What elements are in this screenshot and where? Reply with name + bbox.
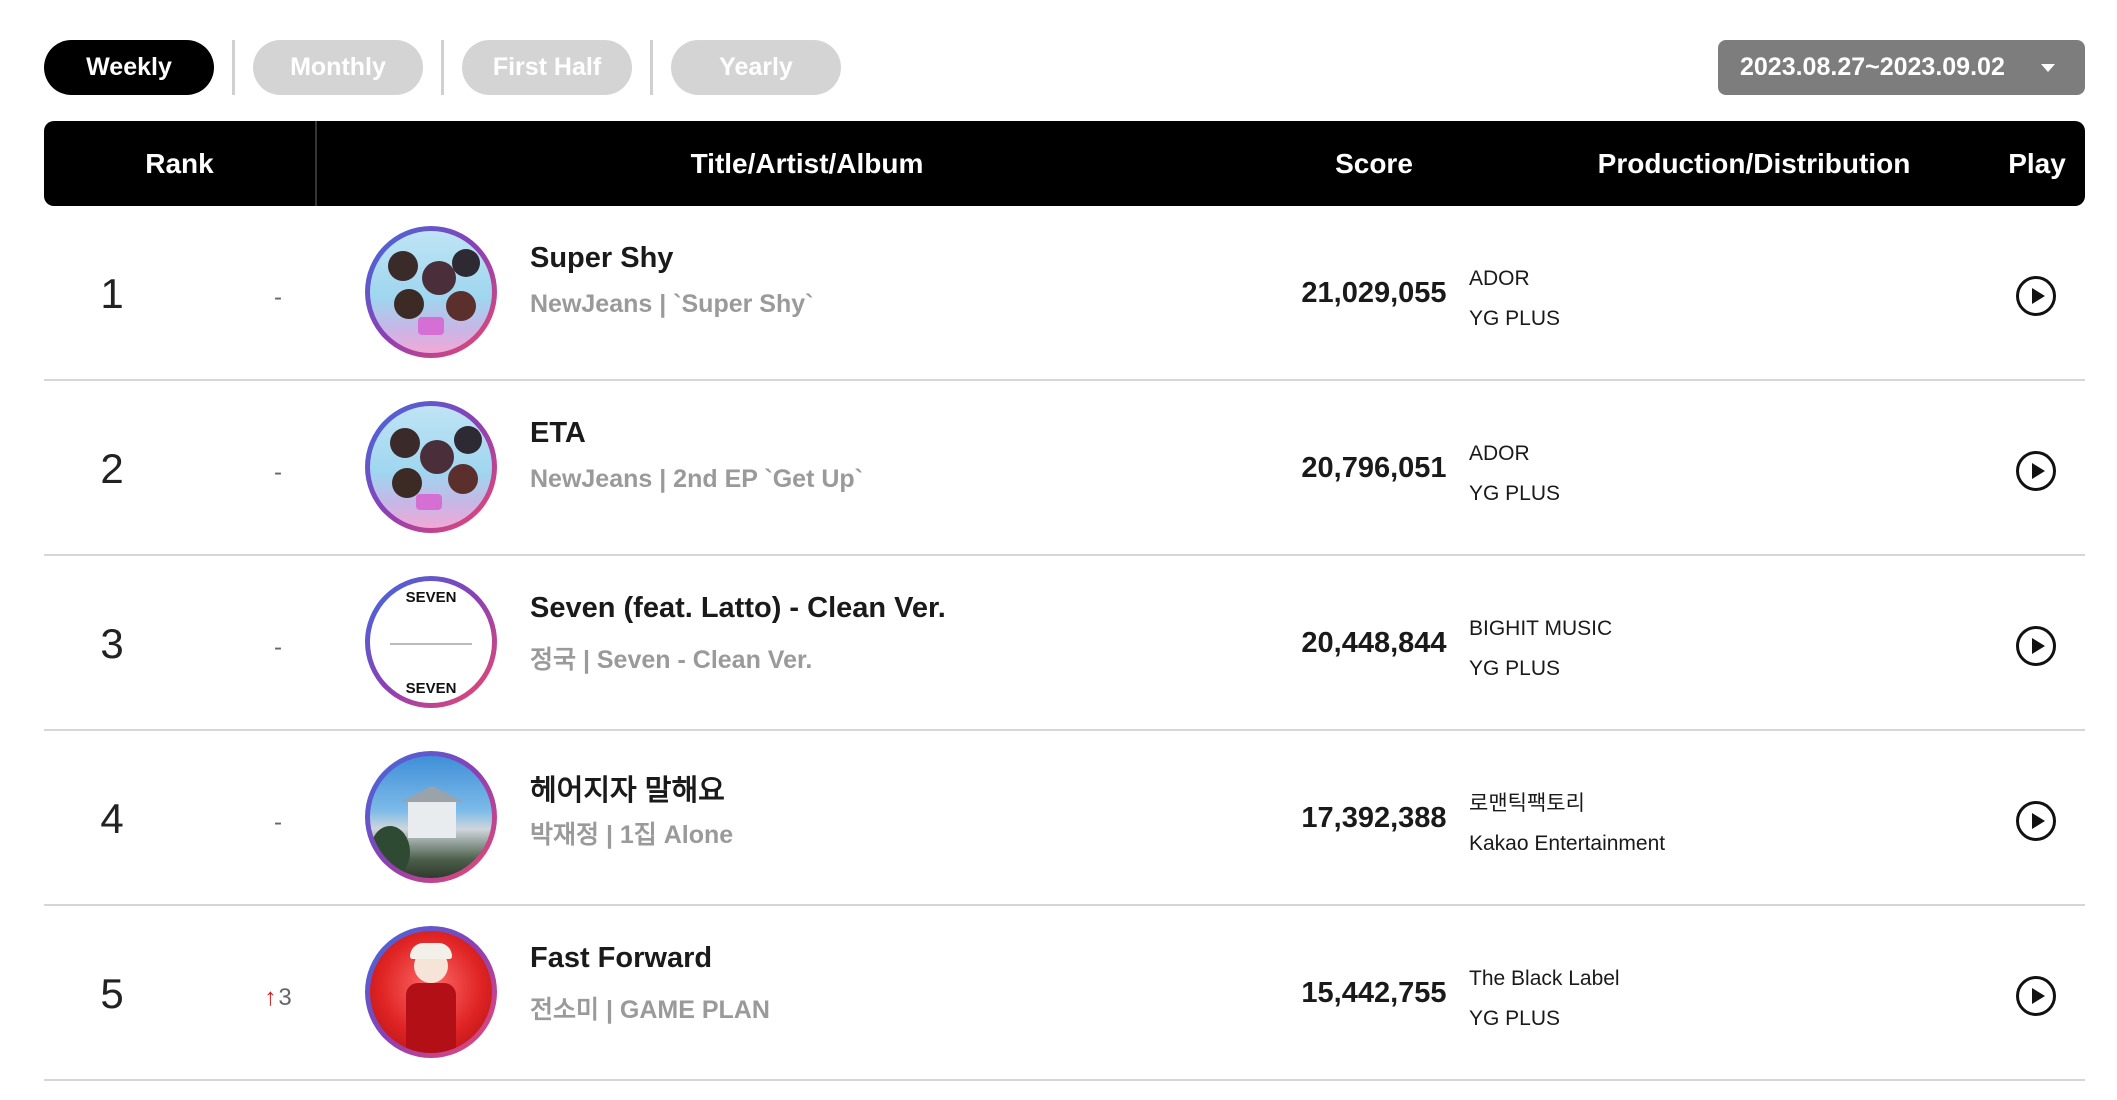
album-art-image — [370, 931, 492, 1053]
production-company: The Black Label — [1469, 967, 1620, 990]
album-art[interactable]: SEVEN SEVEN — [365, 576, 497, 708]
distribution-company: YG PLUS — [1469, 1007, 1561, 1030]
rank-number: 4 — [100, 794, 124, 842]
header-title: Title/Artist/Album — [690, 147, 924, 179]
rank-change: - — [230, 731, 326, 906]
artist-album: 정국 | Seven - Clean Ver. — [530, 646, 813, 674]
album-art[interactable] — [365, 926, 497, 1058]
period-tabs: Weekly Monthly First Half Yearly — [44, 40, 841, 95]
distribution-company: YG PLUS — [1469, 657, 1561, 680]
production-company: 로맨틱팩토리 — [1469, 792, 1585, 815]
production-company: ADOR — [1469, 442, 1530, 465]
production-company: BIGHIT MUSIC — [1469, 617, 1613, 640]
song-score: 17,392,388 — [1301, 802, 1447, 834]
header-play: Play — [2008, 147, 2066, 179]
album-art-text-bottom: SEVEN — [405, 680, 457, 697]
distribution-company: YG PLUS — [1469, 307, 1561, 330]
production-distribution: BIGHIT MUSIC YG PLUS — [1469, 609, 1612, 689]
rank-change-value: - — [274, 283, 282, 311]
distribution-company: Kakao Entertainment — [1469, 832, 1666, 855]
header-score: Score — [1335, 147, 1413, 179]
play-icon[interactable] — [2016, 451, 2056, 491]
rank-change: - — [230, 206, 326, 381]
header-rank: Rank — [145, 147, 214, 179]
play-icon[interactable] — [2016, 626, 2056, 666]
tab-divider — [441, 40, 444, 95]
table-row: 4 - 헤어지자 말해요 박재정 | 1집 Alone 17,392,388 로… — [44, 731, 2085, 906]
album-art-image: SEVEN SEVEN — [370, 581, 492, 703]
rank-change: ↑ 3 — [230, 906, 326, 1081]
play-icon[interactable] — [2016, 976, 2056, 1016]
song-score: 21,029,055 — [1301, 277, 1447, 309]
rank-change-value: - — [274, 633, 282, 661]
play-icon[interactable] — [2016, 801, 2056, 841]
table-row: 3 - SEVEN SEVEN Seven (feat. Latto) - Cl… — [44, 556, 2085, 731]
artist-album: 전소미 | GAME PLAN — [530, 996, 770, 1024]
artist-album: 박재정 | 1집 Alone — [530, 821, 734, 849]
tab-monthly[interactable]: Monthly — [253, 40, 423, 95]
table-row: 2 - ETA NewJeans | 2nd EP `Get Up` 20,79… — [44, 381, 2085, 556]
chart-table-body: 1 - Super Shy NewJeans | `Super Shy` 21,… — [44, 206, 2085, 1081]
production-distribution: ADOR YG PLUS — [1469, 259, 1560, 339]
rank-number: 5 — [100, 969, 124, 1017]
album-art-text-top: SEVEN — [405, 589, 457, 606]
rank-change-value: 3 — [278, 983, 292, 1011]
caret-down-icon — [2041, 64, 2055, 72]
album-art-image — [370, 756, 492, 878]
album-art[interactable] — [365, 751, 497, 883]
production-distribution: The Black Label YG PLUS — [1469, 959, 1620, 1039]
album-art-image — [370, 231, 492, 353]
song-title[interactable]: ETA — [530, 417, 586, 449]
production-company: ADOR — [1469, 267, 1530, 290]
rank-change-value: - — [274, 808, 282, 836]
header-production: Production/Distribution — [1597, 147, 1911, 179]
rank-number: 1 — [100, 269, 124, 317]
song-title[interactable]: Seven (feat. Latto) - Clean Ver. — [530, 592, 946, 624]
header-divider — [315, 121, 317, 206]
song-score: 20,448,844 — [1301, 627, 1447, 659]
table-row: 5 ↑ 3 Fast Forward 전소미 | GAME PLAN 15,442… — [44, 906, 2085, 1081]
tab-weekly[interactable]: Weekly — [44, 40, 214, 95]
artist-album: NewJeans | `Super Shy` — [530, 290, 814, 318]
song-title[interactable]: 헤어지자 말해요 — [530, 775, 725, 807]
rank-number: 2 — [100, 444, 124, 492]
tab-yearly[interactable]: Yearly — [671, 40, 841, 95]
tab-first-half[interactable]: First Half — [462, 40, 632, 95]
album-art[interactable] — [365, 226, 497, 358]
play-icon[interactable] — [2016, 276, 2056, 316]
album-art[interactable] — [365, 401, 497, 533]
date-range-select[interactable]: 2023.08.27~2023.09.02 — [1718, 40, 2085, 95]
album-art-image — [370, 406, 492, 528]
chart-table-header: Rank Title/Artist/Album Score Production… — [44, 121, 2085, 206]
tab-divider — [232, 40, 235, 95]
date-range-label: 2023.08.27~2023.09.02 — [1740, 53, 2005, 81]
song-score: 20,796,051 — [1301, 452, 1447, 484]
song-score: 15,442,755 — [1301, 977, 1447, 1009]
production-distribution: 로맨틱팩토리 Kakao Entertainment — [1469, 784, 1665, 864]
arrow-up-icon: ↑ — [264, 983, 277, 1011]
rank-change-value: - — [274, 458, 282, 486]
tab-divider — [650, 40, 653, 95]
artist-album: NewJeans | 2nd EP `Get Up` — [530, 465, 864, 493]
song-title[interactable]: Super Shy — [530, 242, 674, 274]
table-row: 1 - Super Shy NewJeans | `Super Shy` 21,… — [44, 206, 2085, 381]
song-title[interactable]: Fast Forward — [530, 942, 713, 974]
rank-change: - — [230, 381, 326, 556]
rank-change: - — [230, 556, 326, 731]
distribution-company: YG PLUS — [1469, 482, 1561, 505]
rank-number: 3 — [100, 619, 124, 667]
production-distribution: ADOR YG PLUS — [1469, 434, 1560, 514]
